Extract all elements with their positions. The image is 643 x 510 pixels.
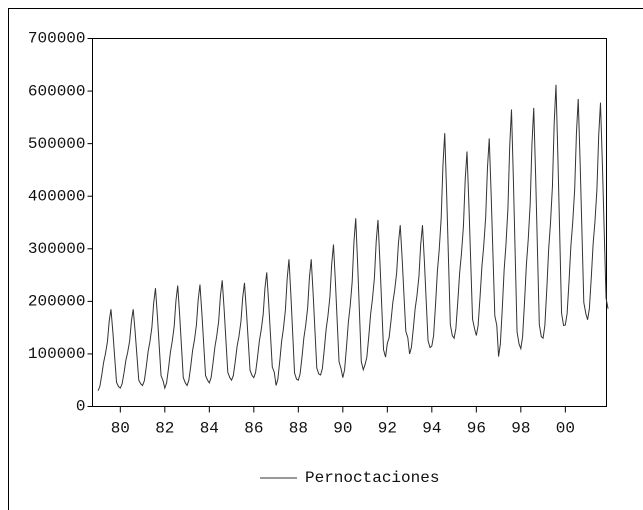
x-tick-label: 90 [333,420,352,438]
y-tick-label: 300000 [28,240,86,258]
y-tick-label: 500000 [28,135,86,153]
y-tick-label: 400000 [28,187,86,205]
x-tick-label: 84 [200,420,219,438]
x-tick-label: 88 [289,420,308,438]
plot-area [92,38,607,407]
x-tick-label: 94 [422,420,441,438]
series-line [97,84,609,391]
y-tick-label: 200000 [28,293,86,311]
y-tick-label: 700000 [28,30,86,48]
legend-label: Pernoctaciones [305,469,439,487]
y-tick-label: 600000 [28,82,86,100]
frame [8,8,643,510]
x-tick-label: 00 [556,420,575,438]
x-tick-label: 98 [511,420,530,438]
x-tick-label: 82 [155,420,174,438]
x-tick-label: 96 [467,420,486,438]
x-tick-label: 92 [378,420,397,438]
x-tick-label: 86 [244,420,263,438]
x-tick-label: 80 [111,420,130,438]
y-tick-label: 0 [76,398,86,416]
y-tick-label: 100000 [28,345,86,363]
